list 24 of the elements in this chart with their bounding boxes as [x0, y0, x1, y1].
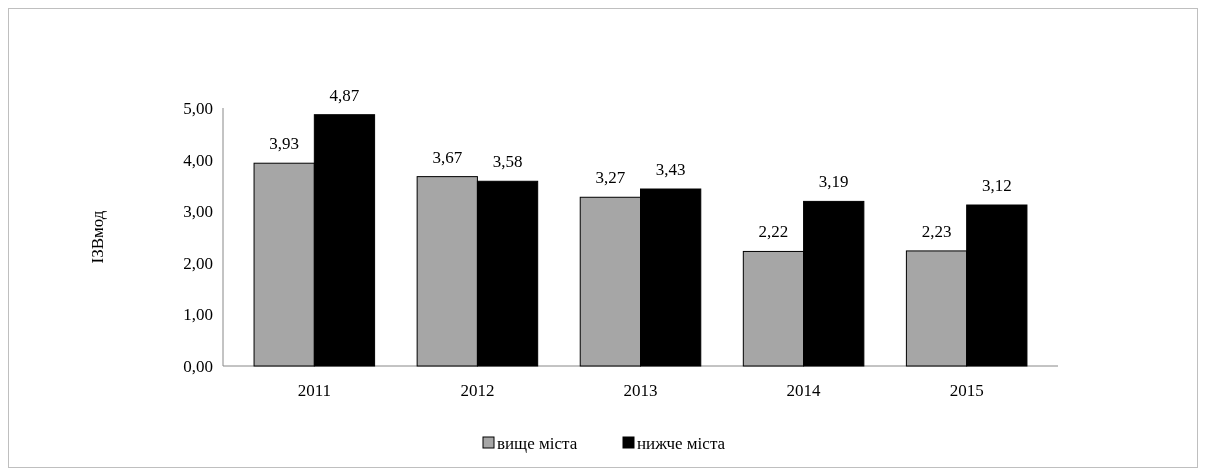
legend-label: нижче міста [637, 433, 726, 453]
y-axis-title: ІЗВмод [88, 210, 107, 264]
data-label: 3,19 [818, 172, 849, 192]
y-tick-label: 5,00 [183, 98, 213, 118]
data-label: 2,23 [921, 221, 952, 241]
y-tick-label: 0,00 [183, 356, 213, 376]
data-label: 3,12 [981, 176, 1012, 196]
y-tick-label: 4,00 [183, 150, 213, 170]
data-label: 3,43 [655, 160, 686, 180]
legend-label: вище міста [497, 433, 578, 453]
data-label: 3,93 [269, 134, 300, 154]
data-label: 3,27 [595, 168, 626, 188]
data-label: 3,67 [432, 147, 463, 167]
y-tick-label: 1,00 [183, 305, 213, 325]
x-tick-label: 2011 [297, 381, 332, 400]
x-tick-label: 2014 [786, 381, 822, 400]
data-label: 2,22 [758, 222, 789, 242]
x-tick-label: 2015 [949, 381, 984, 400]
data-label: 4,87 [329, 85, 360, 105]
x-tick-label: 2013 [623, 381, 658, 400]
y-tick-label: 2,00 [183, 253, 213, 273]
data-label: 3,58 [492, 152, 523, 172]
y-tick-label: 3,00 [183, 202, 213, 222]
x-tick-label: 2012 [460, 381, 495, 400]
